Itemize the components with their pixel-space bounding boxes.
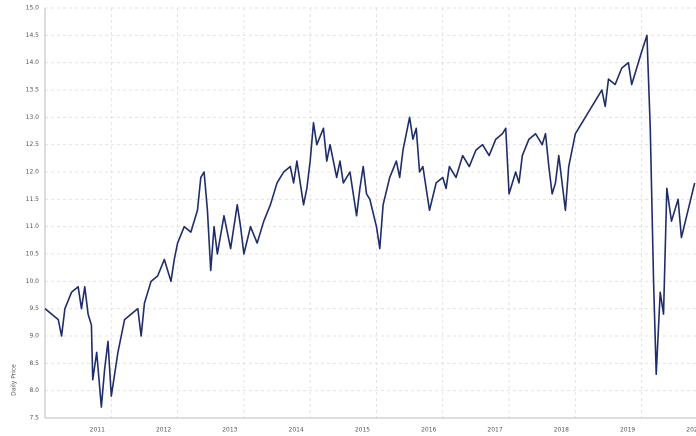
y-tick-label: 13.5 <box>26 87 40 94</box>
x-tick-label: 2019 <box>620 427 635 434</box>
y-tick-label: 8.5 <box>29 360 39 367</box>
x-tick-label: 2011 <box>90 427 105 434</box>
y-tick-label: 11.0 <box>26 223 40 230</box>
x-tick-label: 2014 <box>289 427 304 434</box>
y-axis-label: Daily Price <box>11 364 18 396</box>
y-tick-label: 12.0 <box>26 169 40 176</box>
x-tick-label: 2013 <box>222 427 237 434</box>
price-line <box>44 34 696 408</box>
y-tick-label: 11.5 <box>26 196 40 203</box>
y-tick-label: 10.0 <box>26 278 40 285</box>
y-tick-label: 10.5 <box>26 251 40 258</box>
y-tick-label: 13.0 <box>26 114 40 121</box>
y-tick-label: 15.0 <box>26 5 40 12</box>
y-tick-label: 14.0 <box>26 59 40 66</box>
y-tick-label: 12.5 <box>26 141 40 148</box>
x-tick-label: 2012 <box>156 427 171 434</box>
y-tick-label: 8.0 <box>29 387 39 394</box>
y-tick-label: 9.0 <box>29 333 39 340</box>
x-tick-label: 2017 <box>487 427 502 434</box>
y-tick-label: 7.5 <box>29 415 39 422</box>
x-tick-label: 2015 <box>355 427 370 434</box>
x-tick-label: 2020 <box>686 427 696 434</box>
x-tick-label: 2018 <box>554 427 569 434</box>
y-tick-label: 9.5 <box>29 305 39 312</box>
x-tick-label: 2016 <box>421 427 436 434</box>
y-tick-label: 14.5 <box>26 32 40 39</box>
